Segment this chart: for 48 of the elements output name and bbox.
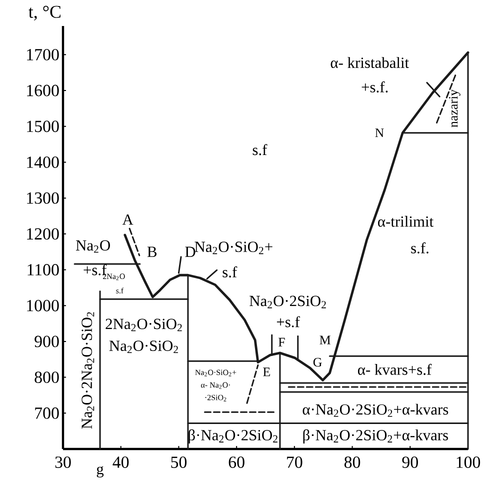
annotation: M bbox=[320, 336, 330, 344]
annotation: Na$_{2}$O bbox=[76, 240, 110, 253]
annotation: β·Na$_{2}$O·2SiO$_{2}$+α-kvars bbox=[303, 429, 448, 444]
annotation: A bbox=[122, 214, 134, 225]
annotation: 2Na$_{2}$O·SiO$_{2}$ bbox=[106, 318, 182, 332]
annotation: s.f bbox=[252, 144, 268, 156]
x-tick-label: 40 bbox=[112, 456, 129, 468]
x-tick-label: 30 bbox=[55, 456, 71, 468]
annotation: Na$_{2}$O·2SiO$_{2}$ bbox=[250, 296, 326, 308]
y-tick-label: 1400 bbox=[27, 156, 59, 168]
y-tick-label: 1200 bbox=[27, 228, 59, 240]
x-tick-label: 100 bbox=[456, 456, 480, 468]
annotation: +s.f bbox=[276, 316, 300, 328]
x-tick-label: 60 bbox=[228, 456, 244, 468]
text: g bbox=[96, 466, 104, 478]
annotation: s.f bbox=[222, 266, 238, 278]
annotation: s.f. bbox=[411, 242, 428, 254]
annotation: D bbox=[185, 246, 196, 257]
y-tick-label: 1500 bbox=[27, 120, 59, 132]
annotation: Na$_{2}$O·SiO$_{2}$ bbox=[109, 340, 178, 354]
annotation: Na$_{2}$O·SiO$_{2}$+ bbox=[194, 242, 272, 254]
annotation: α- kvars+s.f bbox=[358, 364, 432, 375]
y-tick-label: 1000 bbox=[27, 300, 59, 312]
x-tick-label: 70 bbox=[287, 456, 302, 468]
annotation: α-trilimit bbox=[378, 216, 434, 227]
annotation: N bbox=[375, 128, 384, 138]
x-tick-label: 90 bbox=[402, 456, 418, 468]
y-tick-label: 700 bbox=[35, 407, 59, 419]
y-tick-label: 1700 bbox=[27, 48, 59, 60]
x-tick-label: 80 bbox=[344, 456, 360, 468]
annotation: F bbox=[278, 338, 285, 346]
y-tick-label: 1300 bbox=[27, 192, 59, 204]
annotation: +s.f bbox=[84, 264, 107, 276]
annotation: β·Na$_{2}$O·2SiO$_{2}$ bbox=[188, 429, 278, 444]
y-tick-label: 1100 bbox=[28, 264, 59, 276]
y-axis-title: t, °C bbox=[28, 6, 60, 20]
annotation: α·Na$_{2}$O·2SiO$_{2}$+α-kvars bbox=[302, 404, 448, 417]
y-tick-label: 800 bbox=[34, 372, 59, 384]
annotation: Na$_{2}$O·2Na$_{2}$O·SiO$_{2}$ bbox=[82, 312, 94, 429]
annotation: +s.f. bbox=[362, 81, 388, 92]
x-tick-label: 50 bbox=[171, 456, 187, 468]
y-tick-label: 900 bbox=[34, 336, 59, 348]
annotation: E bbox=[263, 368, 270, 376]
annotation: nazariy bbox=[449, 89, 460, 128]
y-tick-label: 1600 bbox=[27, 84, 59, 96]
annotation: G bbox=[313, 358, 322, 367]
annotation: α- kristabalit bbox=[330, 57, 409, 68]
annotation: B bbox=[147, 246, 156, 257]
